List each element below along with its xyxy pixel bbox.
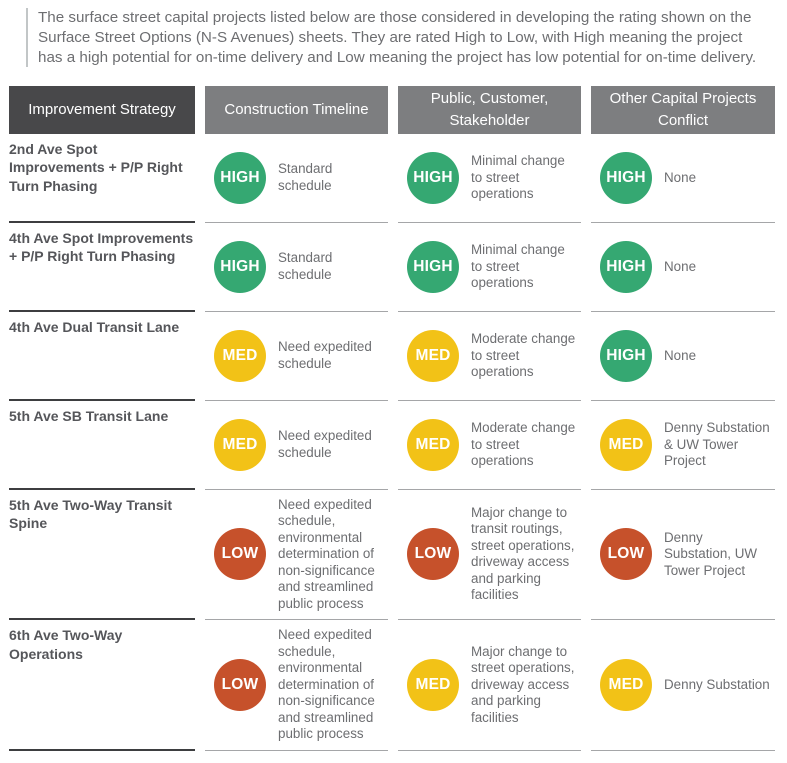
public-customer-stakeholder-cell: HIGH Minimal change to street operations	[398, 134, 581, 223]
other-capital-projects-conflict-cell: LOW Denny Substation, UW Tower Project	[591, 490, 775, 621]
rating-note-conflict: None	[664, 258, 697, 274]
rating-badge-public: MED	[407, 658, 459, 711]
rating-badge-construction: MED	[214, 418, 266, 471]
strategy-label: 5th Ave Two-Way Transit Spine	[9, 490, 195, 621]
rating-badge-conflict: MED	[600, 658, 652, 711]
table-row: 5th Ave Two-Way Transit Spine LOW Need e…	[9, 490, 775, 621]
rating-badge-construction: HIGH	[214, 240, 266, 293]
rating-note-public: Minimal change to street operations	[471, 153, 565, 201]
column-header-construction-timeline: Construction Timeline	[205, 86, 388, 134]
rating-note-construction: Standard schedule	[278, 250, 333, 282]
rating-badge-public: HIGH	[407, 240, 459, 293]
other-capital-projects-conflict-cell: HIGH None	[591, 223, 775, 312]
rating-note-construction: Need expedited schedule, environmental d…	[278, 496, 375, 611]
rating-badge-construction: MED	[214, 329, 266, 382]
intro-paragraph: The surface street capital projects list…	[26, 8, 764, 68]
rating-badge-conflict: LOW	[600, 528, 652, 581]
table-row: 5th Ave SB Transit Lane MED Need expedit…	[9, 401, 775, 490]
other-capital-projects-conflict-cell: HIGH None	[591, 312, 775, 401]
other-capital-projects-conflict-cell: MED Denny Substation & UW Tower Project	[591, 401, 775, 490]
rating-note-construction: Need expedited schedule	[278, 339, 372, 371]
rating-badge-conflict: HIGH	[600, 329, 652, 382]
strategy-label: 5th Ave SB Transit Lane	[9, 401, 195, 490]
public-customer-stakeholder-cell: MED Moderate change to street operations	[398, 312, 581, 401]
rating-badge-conflict: MED	[600, 418, 652, 471]
rating-badge-public: MED	[407, 418, 459, 471]
strategy-label: 4th Ave Spot Improvements + P/P Right Tu…	[9, 223, 195, 312]
construction-timeline-cell: HIGH Standard schedule	[205, 134, 388, 223]
rating-badge-conflict: HIGH	[600, 151, 652, 204]
rating-note-conflict: Denny Substation	[664, 676, 770, 692]
construction-timeline-cell: MED Need expedited schedule	[205, 401, 388, 490]
public-customer-stakeholder-cell: HIGH Minimal change to street operations	[398, 223, 581, 312]
table-row: 2nd Ave Spot Improvements + P/P Right Tu…	[9, 134, 775, 223]
public-customer-stakeholder-cell: MED Moderate change to street operations	[398, 401, 581, 490]
rating-note-public: Moderate change to street operations	[471, 331, 576, 379]
table-header: Improvement Strategy Construction Timeli…	[9, 86, 775, 134]
construction-timeline-cell: LOW Need expedited schedule, environment…	[205, 620, 388, 751]
column-header-public-customer-stakeholder: Public, Customer, Stakeholder	[398, 86, 581, 134]
strategy-label: 6th Ave Two-Way Operations	[9, 620, 195, 751]
rating-note-conflict: None	[664, 347, 697, 363]
construction-timeline-cell: LOW Need expedited schedule, environment…	[205, 490, 388, 621]
public-customer-stakeholder-cell: LOW Major change to transit routings, st…	[398, 490, 581, 621]
column-header-other-capital-projects-conflict: Other Capital Projects Conflict	[591, 86, 775, 134]
rating-note-public: Major change to transit routings, street…	[471, 504, 575, 603]
table-row: 6th Ave Two-Way Operations LOW Need expe…	[9, 620, 775, 751]
rating-note-public: Major change to street operations, drive…	[471, 643, 575, 725]
rating-badge-construction: HIGH	[214, 151, 266, 204]
rating-note-conflict: Denny Substation & UW Tower Project	[664, 420, 770, 468]
rating-note-conflict: Denny Substation, UW Tower Project	[664, 529, 758, 578]
other-capital-projects-conflict-cell: MED Denny Substation	[591, 620, 775, 751]
rating-badge-public: MED	[407, 329, 459, 382]
rating-note-conflict: None	[664, 169, 697, 185]
table-row: 4th Ave Dual Transit Lane MED Need exped…	[9, 312, 775, 401]
strategy-label: 2nd Ave Spot Improvements + P/P Right Tu…	[9, 134, 195, 223]
rating-note-public: Moderate change to street operations	[471, 420, 576, 468]
rating-note-construction: Standard schedule	[278, 161, 333, 193]
rating-note-construction: Need expedited schedule, environmental d…	[278, 627, 375, 742]
other-capital-projects-conflict-cell: HIGH None	[591, 134, 775, 223]
column-header-improvement-strategy: Improvement Strategy	[9, 86, 195, 134]
construction-timeline-cell: MED Need expedited schedule	[205, 312, 388, 401]
rating-note-public: Minimal change to street operations	[471, 242, 565, 290]
strategy-label: 4th Ave Dual Transit Lane	[9, 312, 195, 401]
rating-badge-construction: LOW	[214, 658, 266, 711]
construction-timeline-cell: HIGH Standard schedule	[205, 223, 388, 312]
table-body: 2nd Ave Spot Improvements + P/P Right Tu…	[0, 134, 787, 751]
rating-note-construction: Need expedited schedule	[278, 428, 372, 460]
rating-badge-conflict: HIGH	[600, 240, 652, 293]
public-customer-stakeholder-cell: MED Major change to street operations, d…	[398, 620, 581, 751]
table-row: 4th Ave Spot Improvements + P/P Right Tu…	[9, 223, 775, 312]
rating-badge-public: LOW	[407, 528, 459, 581]
rating-badge-public: HIGH	[407, 151, 459, 204]
rating-badge-construction: LOW	[214, 528, 266, 581]
